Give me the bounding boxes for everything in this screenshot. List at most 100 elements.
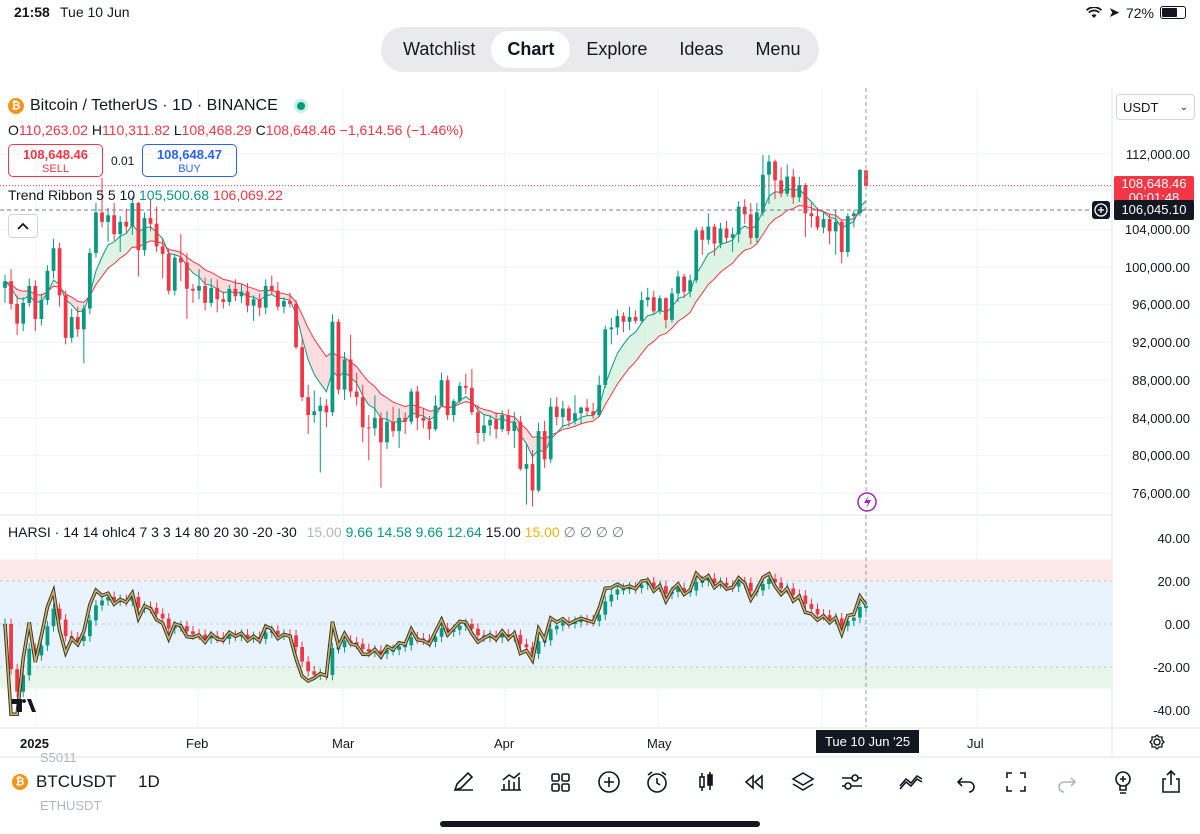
- ohlc-close: 108,648.46: [265, 122, 336, 138]
- candle-body: [336, 321, 341, 390]
- candle-body: [724, 228, 729, 238]
- drawing-icon[interactable]: [449, 768, 477, 796]
- harsi-candle: [597, 614, 602, 622]
- candle-body: [318, 405, 323, 412]
- currency-select[interactable]: USDT ⌄: [1116, 94, 1195, 120]
- harsi-rsi-line: [4, 572, 867, 716]
- candle-body: [75, 317, 80, 330]
- candle-body: [712, 226, 717, 244]
- harsi-value: ∅: [611, 524, 625, 540]
- harsi-candle: [445, 628, 450, 632]
- tab-watchlist[interactable]: Watchlist: [403, 39, 476, 59]
- candle-body: [512, 421, 517, 432]
- candle-body: [445, 380, 450, 416]
- candle-body: [172, 257, 177, 291]
- harsi-candle: [500, 634, 505, 638]
- undo-icon[interactable]: [953, 768, 981, 796]
- ribbon-fill: [114, 236, 121, 264]
- price-axis-label: 84,000.00: [1132, 411, 1190, 426]
- candle-body: [421, 417, 426, 421]
- harsi-candle: [330, 648, 335, 675]
- add-icon[interactable]: [595, 768, 623, 796]
- watchlist-next-symbol[interactable]: ETHUSDT: [40, 798, 102, 813]
- harsi-value: ∅: [579, 524, 592, 540]
- location-icon: ➤: [1108, 4, 1120, 20]
- chart-type-icon[interactable]: [692, 768, 720, 796]
- home-indicator[interactable]: [440, 821, 760, 827]
- sell-button[interactable]: 108,648.46 SELL: [8, 144, 103, 177]
- candle-body: [548, 406, 553, 460]
- ribbon-fill: [653, 309, 660, 342]
- ideas-icon[interactable]: [1109, 768, 1137, 796]
- candle-body: [233, 288, 238, 297]
- replay-icon[interactable]: [740, 768, 768, 796]
- candle-body: [221, 299, 226, 302]
- ribbon-value-1: 105,500.68: [139, 187, 210, 203]
- candle-body: [15, 303, 20, 324]
- harsi-value: ∅: [595, 524, 608, 540]
- harsi-candle: [809, 603, 814, 609]
- candle-body: [3, 281, 7, 288]
- collapse-legend-button[interactable]: [8, 214, 38, 238]
- candle-body: [579, 407, 583, 414]
- candle-body: [597, 384, 602, 416]
- ribbon-fill: [623, 336, 630, 376]
- buy-label: BUY: [178, 163, 201, 175]
- candle-body: [858, 170, 862, 214]
- ribbon-fill: [380, 394, 387, 420]
- price-chart[interactable]: [0, 88, 1200, 758]
- harsi-candle: [51, 608, 56, 627]
- candle-body: [603, 329, 608, 385]
- candle-body: [415, 391, 420, 418]
- candle-body: [536, 431, 541, 491]
- candle-body: [827, 219, 832, 232]
- layouts-icon[interactable]: [546, 768, 574, 796]
- candle-body: [627, 317, 632, 322]
- candle-body: [269, 285, 274, 291]
- add-alert-plus-icon[interactable]: [1092, 201, 1110, 219]
- harsi-candle: [263, 632, 268, 639]
- harsi-candle: [439, 628, 444, 637]
- harsi-candle: [524, 644, 529, 648]
- fullscreen-icon[interactable]: [1002, 768, 1030, 796]
- candle-body: [730, 234, 735, 238]
- tab-explore[interactable]: Explore: [586, 39, 648, 59]
- tab-ideas[interactable]: Ideas: [679, 39, 724, 59]
- symbol-switcher[interactable]: ₿ BTCUSDT: [12, 772, 116, 792]
- redo-icon[interactable]: [1052, 768, 1080, 796]
- tab-menu[interactable]: Menu: [755, 39, 801, 59]
- candle-body: [748, 214, 753, 238]
- candle-body: [851, 213, 856, 217]
- layers-icon[interactable]: [789, 768, 817, 796]
- ribbon-fill: [186, 257, 193, 274]
- candle-body: [791, 176, 796, 198]
- candle-body: [185, 262, 189, 289]
- price-axis-label: 80,000.00: [1132, 448, 1190, 463]
- buy-button[interactable]: 108,648.47 BUY: [142, 144, 237, 177]
- trend-icon[interactable]: [897, 768, 925, 796]
- chart-settings-gear-icon[interactable]: [1148, 733, 1166, 756]
- harsi-candle: [712, 578, 717, 584]
- tab-chart[interactable]: Chart: [491, 31, 571, 68]
- time-axis-label: 2025: [20, 736, 49, 751]
- interval-button[interactable]: 1D: [138, 772, 160, 791]
- candle-body: [306, 397, 311, 416]
- harsi-legend[interactable]: HARSI · 14 14 ohlc4 7 3 3 14 80 20 30 -2…: [8, 524, 624, 541]
- harsi-candle: [536, 641, 541, 654]
- trend-ribbon-legend[interactable]: Trend Ribbon 5 5 10 105,500.68 106,069.2…: [8, 187, 283, 203]
- candle-body: [63, 295, 68, 338]
- candle-body: [427, 420, 432, 430]
- candle-body: [251, 299, 256, 306]
- harsi-candle: [27, 648, 32, 676]
- candle-body: [591, 411, 596, 416]
- share-icon[interactable]: [1157, 768, 1185, 796]
- watchlist-prev-symbol[interactable]: S5011: [40, 750, 77, 765]
- symbol-header[interactable]: ₿ Bitcoin / TetherUS · 1D · BINANCE: [8, 97, 308, 115]
- ribbon-fill: [393, 402, 400, 423]
- settings-icon[interactable]: [838, 768, 866, 796]
- ribbon-fill: [356, 366, 363, 396]
- candle-body: [554, 406, 559, 417]
- indicators-icon[interactable]: [497, 768, 525, 796]
- harsi-value: 14.58: [376, 524, 412, 540]
- alert-icon[interactable]: [643, 768, 671, 796]
